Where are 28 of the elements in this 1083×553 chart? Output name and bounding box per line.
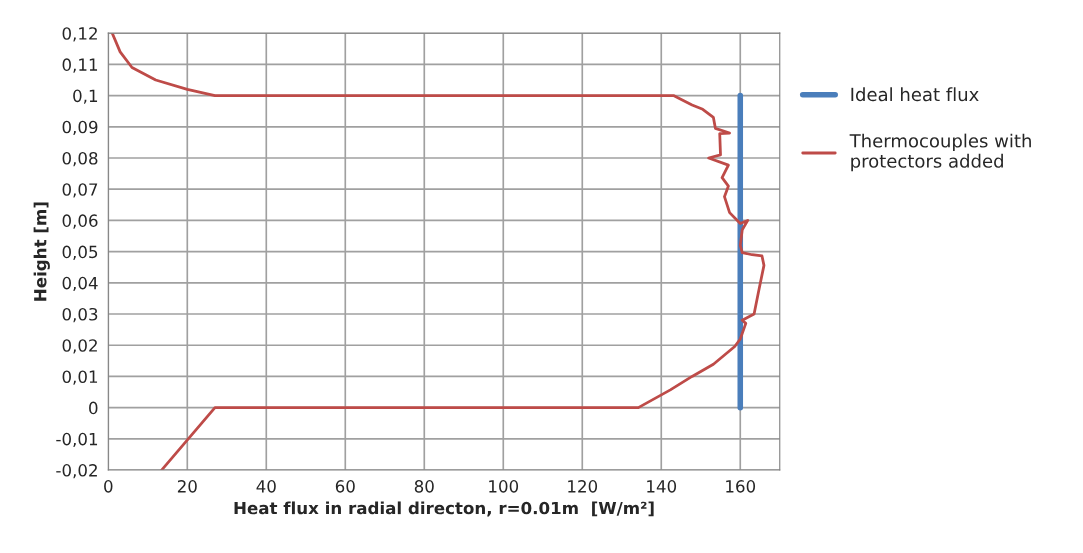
x-tick-label: 120 bbox=[568, 480, 598, 493]
x-tick-label: 60 bbox=[335, 480, 355, 493]
x-axis-title: Heat flux in radial directon, r=0.01m [W/m²] bbox=[234, 501, 654, 517]
y-tick-label: 0,04 bbox=[62, 276, 98, 292]
x-tick-label: 40 bbox=[256, 480, 276, 493]
y-tick-label: 0 bbox=[89, 401, 98, 415]
x-tick-label: 80 bbox=[414, 480, 434, 493]
y-tick-label: 0,03 bbox=[62, 307, 98, 323]
y-tick-label: 0,08 bbox=[62, 151, 98, 167]
y-axis-title: Height [m] bbox=[33, 202, 50, 301]
y-tick-label: 0,05 bbox=[62, 245, 98, 260]
y-tick-label: 0,07 bbox=[62, 183, 98, 198]
x-tick-label: 0 bbox=[104, 480, 113, 493]
y-tick-label: 0,1 bbox=[73, 89, 98, 104]
x-tick-label: 140 bbox=[647, 480, 677, 493]
x-tick-label: 100 bbox=[489, 480, 519, 493]
y-tick-label: 0,12 bbox=[62, 27, 97, 42]
y-tick-label: 0,02 bbox=[62, 339, 97, 354]
y-tick-label: 0,06 bbox=[62, 214, 98, 229]
x-tick-label: 20 bbox=[177, 480, 197, 493]
y-tick-label: 0,01 bbox=[62, 370, 98, 385]
y-tick-label: 0,09 bbox=[62, 120, 98, 136]
legend-label: Thermocouples with protectors added bbox=[849, 133, 1031, 172]
y-tick-label: 0,11 bbox=[62, 58, 98, 73]
y-tick-label: -0,02 bbox=[56, 464, 97, 479]
legend-label: Ideal heat flux bbox=[851, 87, 979, 102]
y-tick-label: -0,01 bbox=[56, 432, 98, 448]
x-tick-label: 160 bbox=[726, 480, 756, 493]
